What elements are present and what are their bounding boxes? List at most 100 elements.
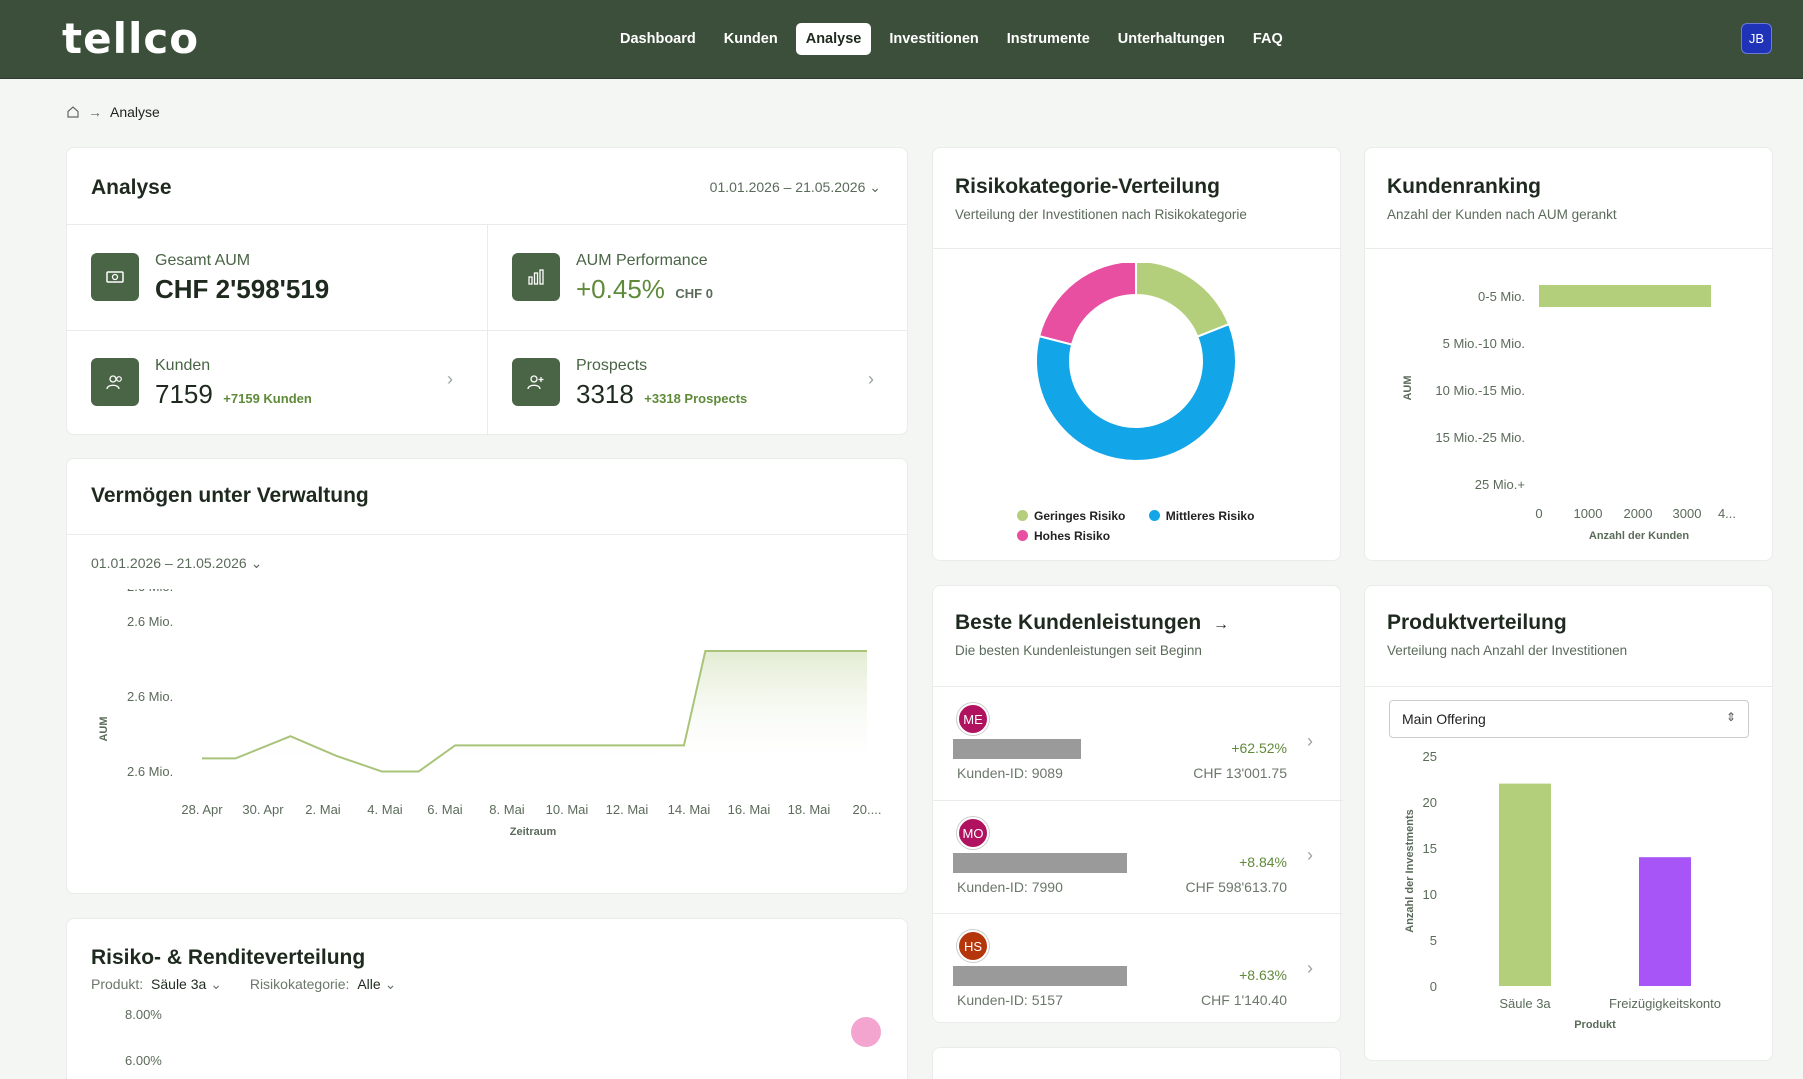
top-navigation-bar: tellco Dashboard Kunden Analyse Investit… [0,0,1803,79]
breadcrumb-current: Analyse [110,104,160,120]
nav-item-unterhaltungen[interactable]: Unterhaltungen [1117,31,1225,47]
select-updown-icon: ⇕ [1725,710,1736,724]
aum-performance-value: +0.45% CHF 0 [576,274,713,304]
nav-item-dashboard[interactable]: Dashboard [620,31,696,47]
prospects-value: 3318 [576,379,634,409]
vermoegen-title: Vermögen unter Verwaltung [91,484,369,507]
arrow-right-icon: → [1213,616,1230,633]
risikokategorie-card: Risikokategorie-Verteilung Verteilung de… [932,147,1341,561]
kunden-kpi[interactable]: Kunden 7159 +7159 Kunden › [67,331,487,436]
product-bar[interactable] [1499,783,1551,986]
x-tick-label: 1000 [1574,506,1603,521]
kundenranking-card: Kundenranking Anzahl der Kunden nach AUM… [1364,147,1773,561]
y-tick-label: 25 [1423,749,1437,764]
x-tick-label: 6. Mai [427,802,463,817]
chevron-down-icon: ⌄ [250,555,263,571]
redacted-name-bar [953,966,1127,986]
risiko-rendite-card: Risiko- & Renditeverteilung Produkt: Säu… [66,918,908,1079]
performance-amount: CHF 13'001.75 [1193,765,1287,781]
analyse-card: Analyse 01.01.2026 – 21.05.2026 ⌄ Gesamt… [66,147,908,436]
x-tick-label: 10. Mai [546,802,589,817]
analyse-title: Analyse [91,176,172,199]
aum-line [202,650,867,773]
y-tick-label: 5 [1430,933,1437,948]
y-axis-label: AUM [1402,375,1414,400]
chevron-right-icon: › [868,369,874,389]
offering-select[interactable]: Main Offering ⇕ [1389,700,1749,738]
donut-slice-hohes-risiko[interactable] [1037,263,1137,346]
produkt-filter[interactable]: Säule 3a ⌄ [151,976,222,992]
y-tick-label: 10 Mio.-15 Mio. [1435,383,1525,398]
chevron-right-icon: › [1307,958,1313,978]
prospects-kpi[interactable]: Prospects 3318 +3318 Prospects › [488,331,908,436]
x-tick-label: 4... [1718,506,1736,521]
x-axis-label: Produkt [1574,1019,1616,1031]
risikokategorie-header: Risikokategorie-Verteilung Verteilung de… [955,175,1247,222]
kundenranking-bar-chart: 0-5 Mio. 5 Mio.-10 Mio. 10 Mio.-15 Mio. 15 … [1402,285,1736,542]
users-icon [91,358,139,406]
gesamt-aum-value: CHF 2'598'519 [155,274,330,304]
beste-header[interactable]: Beste Kundenleistungen → Die besten Kund… [955,611,1229,658]
y-tick-label: 2.6 Mio. [127,689,173,704]
performance-percent: +8.84% [1239,854,1287,870]
user-plus-icon [512,358,560,406]
y-axis-label: Anzahl der Investments [1404,809,1416,932]
y-tick-label: 0 [1430,979,1437,994]
nav-item-faq[interactable]: FAQ [1252,31,1283,47]
x-tick-label: 2000 [1624,506,1653,521]
chevron-down-icon: ⌄ [210,976,222,992]
performance-amount: CHF 1'140.40 [1201,992,1287,1008]
y-tick-label: 10 [1423,887,1437,902]
aum-performance-delta: CHF 0 [675,286,713,301]
analyse-date-range[interactable]: 01.01.2026 – 21.05.2026 ⌄ [709,179,881,195]
app-logo[interactable]: tellco [62,14,200,63]
beste-card: Beste Kundenleistungen → Die besten Kund… [932,585,1343,1026]
vermoegen-date-range[interactable]: 01.01.2026 – 21.05.2026 ⌄ [91,555,263,571]
performance-percent: +62.52% [1231,740,1287,756]
y-tick-label: 20 [1423,795,1437,810]
scatter-point[interactable] [851,1017,881,1047]
legend-item-geringes[interactable]: Geringes Risiko [1017,509,1125,523]
y-tick-label: 2.6 Mio. [127,589,173,594]
performance-row[interactable]: ME Kunden-ID: 9089 +62.52% CHF 13'001.75 › [933,687,1343,800]
x-tick-label: 8. Mai [489,802,525,817]
y-tick-label: 0-5 Mio. [1478,289,1525,304]
nav-item-instrumente[interactable]: Instrumente [1006,31,1090,47]
user-avatar[interactable]: JB [1741,23,1772,54]
x-tick-label: 12. Mai [606,802,649,817]
ranking-bar[interactable] [1539,285,1712,307]
donut-slice-geringes-risiko[interactable] [1135,263,1231,339]
kategorie-filter-label: Risikokategorie: [249,976,350,992]
home-icon[interactable] [66,105,80,119]
nav-item-kunden[interactable]: Kunden [723,31,778,47]
x-tick-label: 30. Apr [242,802,284,817]
x-axis-label: Zeitraum [510,826,557,838]
performance-row[interactable]: HS Kunden-ID: 5157 +8.63% CHF 1'140.40 › [933,913,1343,1026]
x-tick-label: 20.... [853,802,882,817]
next-card [932,1047,1341,1079]
risk-legend: Geringes Risiko Mittleres Risiko Hohes R… [1017,506,1277,546]
produkt-bar-chart: 25 20 15 10 5 0 Säule 3a Freizügigkeitskonto Pro… [1404,749,1721,1031]
prospects-delta: +3318 Prospects [644,391,748,406]
produktverteilung-title: Produktverteilung [1387,611,1567,634]
money-icon [91,253,139,301]
redacted-name-bar [953,853,1127,873]
x-tick-label: 14. Mai [668,802,711,817]
main-nav: Dashboard Kunden Analyse Investitionen I… [610,23,1293,55]
risikokategorie-subtitle: Verteilung der Investitionen nach Risiko… [955,207,1247,222]
product-bar[interactable] [1639,857,1691,986]
kundenranking-subtitle: Anzahl der Kunden nach AUM gerankt [1387,207,1617,222]
x-axis-label: Anzahl der Kunden [1589,530,1690,542]
nav-item-analyse[interactable]: Analyse [795,23,872,55]
nav-item-investitionen[interactable]: Investitionen [889,31,979,47]
x-tick-label: 28. Apr [181,802,223,817]
legend-item-mittleres[interactable]: Mittleres Risiko [1148,509,1254,523]
y-tick-label: 15 [1423,841,1437,856]
legend-item-hohes[interactable]: Hohes Risiko [1017,529,1110,543]
kundenranking-title: Kundenranking [1387,175,1542,198]
performance-row[interactable]: MO Kunden-ID: 7990 +8.84% CHF 598'613.70 › [933,800,1343,913]
kategorie-filter[interactable]: Alle ⌄ [357,976,397,992]
bar-chart-icon [512,253,560,301]
beste-title-row: Beste Kundenleistungen → [955,611,1229,635]
donut-slice-mittleres-risiko[interactable] [1035,322,1237,462]
